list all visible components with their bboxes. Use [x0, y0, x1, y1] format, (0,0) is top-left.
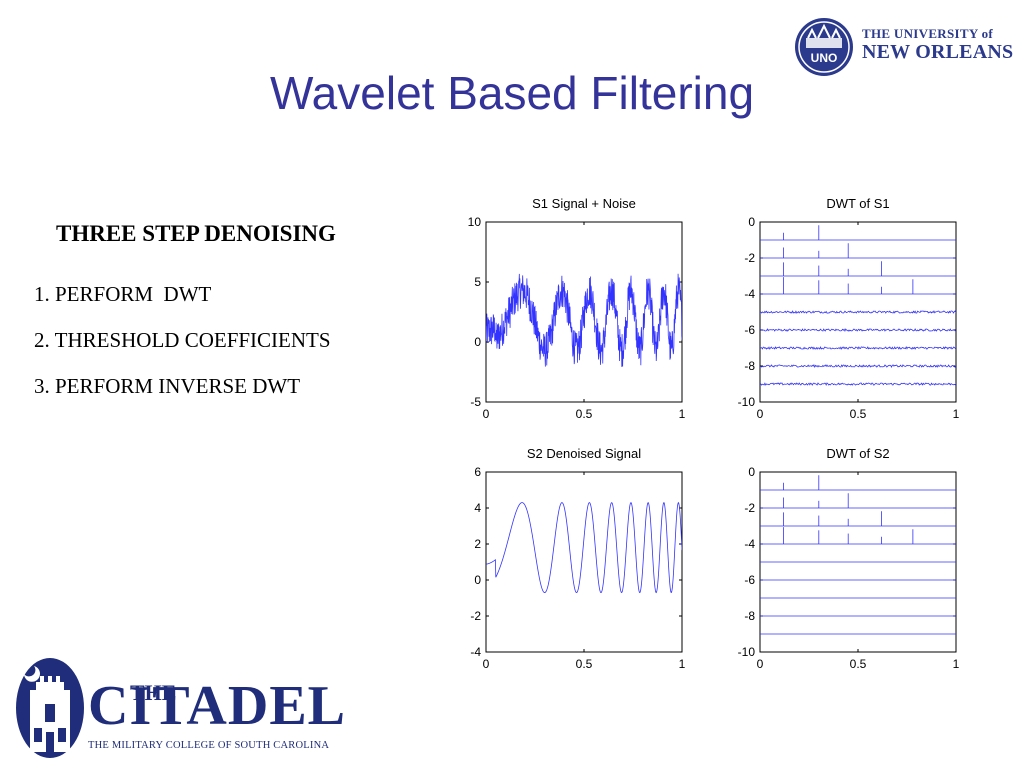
uno-line1: THE UNIVERSITY of	[862, 26, 994, 41]
y-tick-label: 0	[474, 335, 481, 349]
x-tick-label: 0.5	[850, 407, 867, 421]
wavelet-level-line	[760, 364, 956, 369]
plot-svg: DWT of S2 0 0.5 1 0 -2 -4 -6 -8 -10	[738, 446, 960, 671]
plot-denoised-signal: S2 Denoised Signal 0 0.5 1 6 4 2 0 -2 -4	[446, 440, 696, 680]
y-tick-label: 0	[474, 573, 481, 587]
y-tick-label: 0	[748, 215, 755, 229]
uno-seal-icon: UNO	[795, 18, 853, 76]
x-tick-label: 0	[483, 657, 490, 671]
wavelet-level-line	[760, 310, 956, 314]
citadel-tower-icon	[16, 658, 84, 758]
wavelet-level-line	[760, 382, 956, 386]
series-line	[486, 501, 682, 594]
y-tick-label: -5	[470, 395, 481, 409]
y-tick-label: -2	[470, 609, 481, 623]
uno-line2: NEW ORLEANS	[862, 41, 1014, 63]
y-tick-label: -2	[744, 251, 755, 265]
y-tick-label: -10	[738, 645, 756, 659]
plot-area	[760, 475, 956, 635]
step-item: 2. THRESHOLD COEFFICIENTS	[34, 328, 331, 352]
citadel-subtitle: THE MILITARY COLLEGE OF SOUTH CAROLINA	[88, 740, 330, 751]
steps-heading: THREE STEP DENOISING	[56, 221, 336, 246]
x-tick-label: 0.5	[576, 407, 593, 421]
series-line	[486, 273, 682, 367]
y-tick-label: -4	[744, 287, 755, 301]
y-tick-label: -8	[744, 359, 755, 373]
plot-signal-plus-noise: S1 Signal + Noise 0 0.5 1 10 5 0 -5	[446, 190, 696, 430]
x-tick-label: 0	[757, 407, 764, 421]
x-tick-label: 1	[953, 407, 960, 421]
citadel-the: THE	[130, 680, 177, 705]
plot-title: S2 Denoised Signal	[527, 446, 641, 461]
y-tick-label: 4	[474, 501, 481, 515]
plot-title: DWT of S2	[826, 446, 889, 461]
y-tick-label: -10	[738, 395, 756, 409]
y-tick-label: 2	[474, 537, 481, 551]
plot-frame	[485, 471, 683, 653]
plot-area	[486, 501, 682, 594]
step-item: 3. PERFORM INVERSE DWT	[34, 374, 301, 398]
y-tick-label: -4	[744, 537, 755, 551]
y-tick-label: -4	[470, 645, 481, 659]
x-tick-label: 0	[757, 657, 764, 671]
plot-area	[486, 273, 682, 367]
citadel-name: CITADEL	[88, 675, 347, 737]
x-tick-label: 0.5	[850, 657, 867, 671]
plot-svg: DWT of S1 0 0.5 1 0 -2 -4 -6 -8 -10	[738, 196, 960, 421]
slide-title: Wavelet Based Filtering	[269, 67, 755, 119]
y-tick-label: -2	[744, 501, 755, 515]
wavelet-level-line	[760, 345, 956, 350]
plot-dwt-of-s2: DWT of S2 0 0.5 1 0 -2 -4 -6 -8 -10	[720, 440, 970, 680]
x-tick-label: 0	[483, 407, 490, 421]
wavelet-level-line	[760, 328, 956, 333]
y-tick-label: 5	[474, 275, 481, 289]
step-item: 1. PERFORM DWT	[34, 282, 212, 306]
y-tick-label: 6	[474, 465, 481, 479]
plot-title: S1 Signal + Noise	[532, 196, 636, 211]
x-tick-label: 1	[679, 657, 686, 671]
x-tick-label: 0.5	[576, 657, 593, 671]
plot-dwt-of-s1: DWT of S1 0 0.5 1 0 -2 -4 -6 -8 -10	[720, 190, 970, 430]
plot-title: DWT of S1	[826, 196, 889, 211]
y-tick-label: 0	[748, 465, 755, 479]
y-tick-label: -6	[744, 323, 755, 337]
x-tick-label: 1	[953, 657, 960, 671]
steps-list: 1. PERFORM DWT 2. THRESHOLD COEFFICIENTS…	[34, 282, 331, 420]
plot-area	[760, 225, 956, 386]
y-tick-label: -6	[744, 573, 755, 587]
y-tick-label: 10	[468, 215, 482, 229]
uno-seal-text: UNO	[811, 51, 838, 65]
x-tick-label: 1	[679, 407, 686, 421]
plot-svg: S2 Denoised Signal 0 0.5 1 6 4 2 0 -2 -4	[470, 446, 686, 671]
y-tick-label: -8	[744, 609, 755, 623]
